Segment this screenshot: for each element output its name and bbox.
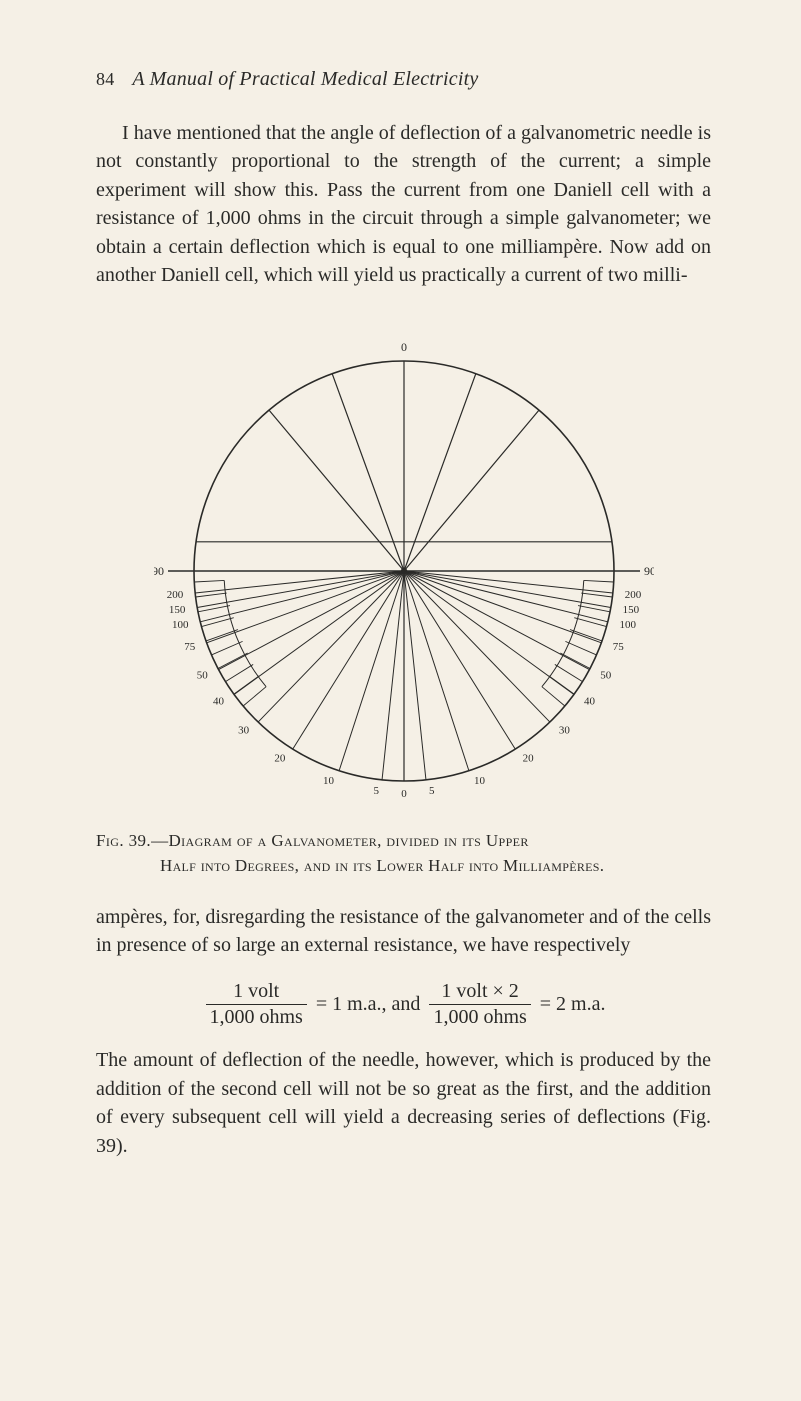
svg-text:30: 30 <box>238 725 250 737</box>
svg-text:20: 20 <box>274 753 286 765</box>
svg-text:5: 5 <box>428 785 434 797</box>
galvanometer-diagram: 9090020020015015010010075755050404030302… <box>154 311 654 811</box>
svg-text:150: 150 <box>622 605 639 617</box>
svg-text:0: 0 <box>401 788 407 800</box>
svg-text:100: 100 <box>172 620 189 632</box>
svg-text:90: 90 <box>154 564 164 578</box>
figure-caption: Fig. 39.—Diagram of a Galvanometer, divi… <box>96 829 711 878</box>
fraction-2-den: 1,000 ohms <box>429 1005 530 1028</box>
svg-text:10: 10 <box>473 776 485 788</box>
running-head: 84 A Manual of Practical Medical Electri… <box>96 68 711 91</box>
svg-text:50: 50 <box>600 670 612 682</box>
paragraph-3: The amount of deflection of the needle, … <box>96 1046 711 1160</box>
svg-text:0: 0 <box>401 340 407 354</box>
equation-mid-2: = 2 m.a. <box>540 993 606 1015</box>
svg-text:30: 30 <box>558 725 570 737</box>
svg-text:75: 75 <box>612 642 624 654</box>
caption-rest: Half into Degrees, and in its Lower Half… <box>96 854 711 879</box>
fraction-2: 1 volt × 2 1,000 ohms <box>425 981 534 1028</box>
svg-text:90: 90 <box>644 564 654 578</box>
paragraph-2: ampères, for, disregarding the resistanc… <box>96 903 711 960</box>
svg-text:10: 10 <box>323 776 335 788</box>
figure-wrap: 9090020020015015010010075755050404030302… <box>96 311 711 811</box>
svg-text:200: 200 <box>624 589 641 601</box>
equation: 1 volt 1,000 ohms = 1 m.a., and 1 volt ×… <box>96 981 711 1028</box>
svg-text:5: 5 <box>373 785 379 797</box>
svg-text:20: 20 <box>522 753 534 765</box>
caption-lead: Fig. 39.—Diagram of a Galvanometer, divi… <box>96 831 529 850</box>
fraction-1: 1 volt 1,000 ohms <box>202 981 311 1028</box>
svg-text:200: 200 <box>166 589 183 601</box>
svg-text:40: 40 <box>213 696 225 708</box>
svg-text:75: 75 <box>184 642 196 654</box>
fraction-1-num: 1 volt <box>206 981 307 1005</box>
page-number: 84 <box>96 69 114 90</box>
svg-text:100: 100 <box>619 620 636 632</box>
paragraph-1: I have mentioned that the angle of defle… <box>96 119 711 289</box>
fraction-1-den: 1,000 ohms <box>206 1005 307 1028</box>
svg-text:150: 150 <box>168 605 185 617</box>
svg-text:40: 40 <box>583 696 595 708</box>
svg-text:50: 50 <box>196 670 208 682</box>
fraction-2-num: 1 volt × 2 <box>429 981 530 1005</box>
equation-mid-1: = 1 m.a., and <box>316 993 421 1015</box>
running-title: A Manual of Practical Medical Electricit… <box>132 68 478 91</box>
